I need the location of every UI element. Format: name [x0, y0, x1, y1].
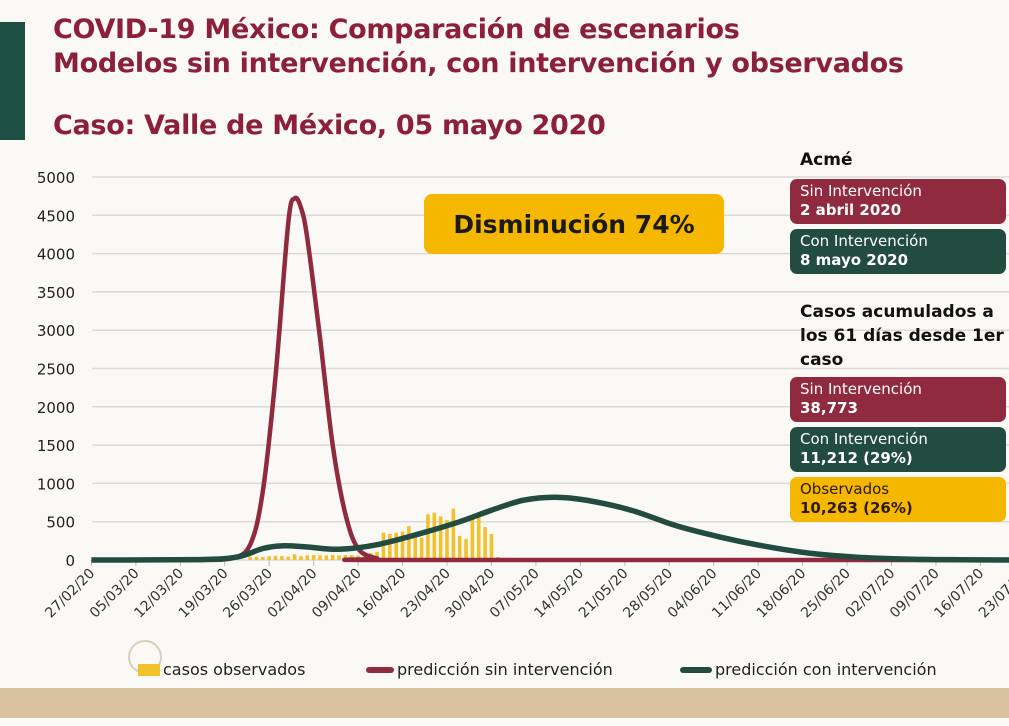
observed-bar	[267, 556, 271, 560]
card-label: Con Intervención	[800, 430, 928, 448]
cum-con-card: Con Intervención 11,212 (29%)	[790, 427, 1006, 472]
cum-obs-card: Observados 10,263 (26%)	[790, 477, 1006, 522]
card-value: 38,773	[800, 399, 858, 417]
reduction-badge: Disminución 74%	[424, 194, 724, 254]
observed-bar	[311, 555, 316, 560]
legend-swatch	[366, 666, 394, 673]
card-label: Con Intervención	[800, 232, 928, 250]
y-tick-label: 1500	[37, 437, 75, 455]
line-sin-intervencion	[91, 195, 1009, 563]
observed-bar	[445, 520, 449, 560]
observed-bar	[489, 533, 494, 560]
observed-bar	[407, 526, 411, 560]
legend-label: predicción sin intervención	[397, 660, 613, 679]
legend-sin: predicción sin intervención	[366, 660, 613, 679]
observed-bar	[388, 533, 392, 560]
page-title: COVID-19 México: Comparación de escenari…	[53, 14, 740, 45]
card-value: 11,212 (29%)	[800, 449, 913, 467]
observed-bar	[337, 555, 341, 560]
y-tick-label: 4500	[37, 207, 75, 225]
observed-bar	[476, 514, 481, 560]
acme-con-card: Con Intervención 8 mayo 2020	[790, 229, 1006, 274]
y-tick-label: 2500	[37, 361, 75, 379]
observed-bar	[400, 531, 405, 560]
acme-heading: Acmé	[800, 150, 853, 170]
observed-bar	[470, 515, 475, 560]
observed-bar	[299, 556, 303, 560]
observed-bar	[330, 555, 335, 560]
legend-label: casos observados	[163, 660, 306, 679]
acme-sin-card: Sin Intervención 2 abril 2020	[790, 179, 1006, 224]
observed-bar	[457, 536, 462, 560]
observed-bar	[375, 551, 379, 560]
observed-bar	[286, 556, 291, 560]
observed-bar	[451, 508, 456, 560]
y-tick-label: 0	[65, 552, 75, 570]
observed-bar	[305, 555, 310, 560]
observed-bar	[426, 514, 430, 560]
y-tick-label: 2000	[37, 399, 75, 417]
y-tick-label: 1000	[37, 475, 75, 493]
observed-bar	[318, 555, 322, 560]
observed-bar	[343, 555, 348, 560]
card-label: Sin Intervención	[800, 182, 922, 200]
observed-bar	[394, 532, 398, 560]
legend-label: predicción con intervención	[715, 660, 937, 679]
legend-swatch	[680, 666, 712, 673]
cum-heading: Casos acumulados a los 61 días desde 1er…	[800, 302, 1004, 370]
observed-bar	[292, 554, 297, 560]
observed-bar	[280, 556, 284, 560]
observed-bar	[419, 537, 424, 560]
y-tick-label: 4000	[37, 246, 75, 264]
line-con-intervencion	[91, 494, 1009, 563]
legend-swatch	[138, 663, 160, 676]
y-tick-label: 500	[46, 514, 75, 532]
footer-band	[0, 688, 1009, 718]
observed-bar	[273, 555, 278, 560]
observed-bar	[254, 556, 259, 560]
card-value: 8 mayo 2020	[800, 251, 909, 269]
card-label: Sin Intervención	[800, 380, 922, 398]
page-title-line2: Modelos sin intervención, con intervenci…	[53, 48, 904, 79]
cum-sin-card: Sin Intervención 38,773	[790, 377, 1006, 422]
observed-bar	[432, 512, 437, 560]
observed-bar	[464, 539, 468, 560]
observed-bar	[261, 556, 265, 560]
legend-observed: casos observados	[138, 660, 305, 679]
observed-bar	[324, 555, 329, 560]
card-label: Observados	[800, 480, 890, 498]
page-subtitle: Caso: Valle de México, 05 mayo 2020	[53, 110, 606, 141]
card-value: 2 abril 2020	[800, 201, 902, 219]
brand-sidebar	[0, 22, 25, 140]
observed-bar	[438, 516, 443, 560]
y-tick-label: 3500	[37, 284, 75, 302]
y-tick-label: 3000	[37, 322, 75, 340]
card-value: 10,263 (26%)	[800, 499, 913, 517]
observed-bar	[413, 537, 418, 560]
y-tick-label: 5000	[37, 169, 75, 187]
legend-con: predicción con intervención	[680, 660, 937, 679]
observed-bar	[483, 527, 487, 560]
observed-bar	[248, 556, 252, 560]
observed-bar	[381, 532, 386, 560]
